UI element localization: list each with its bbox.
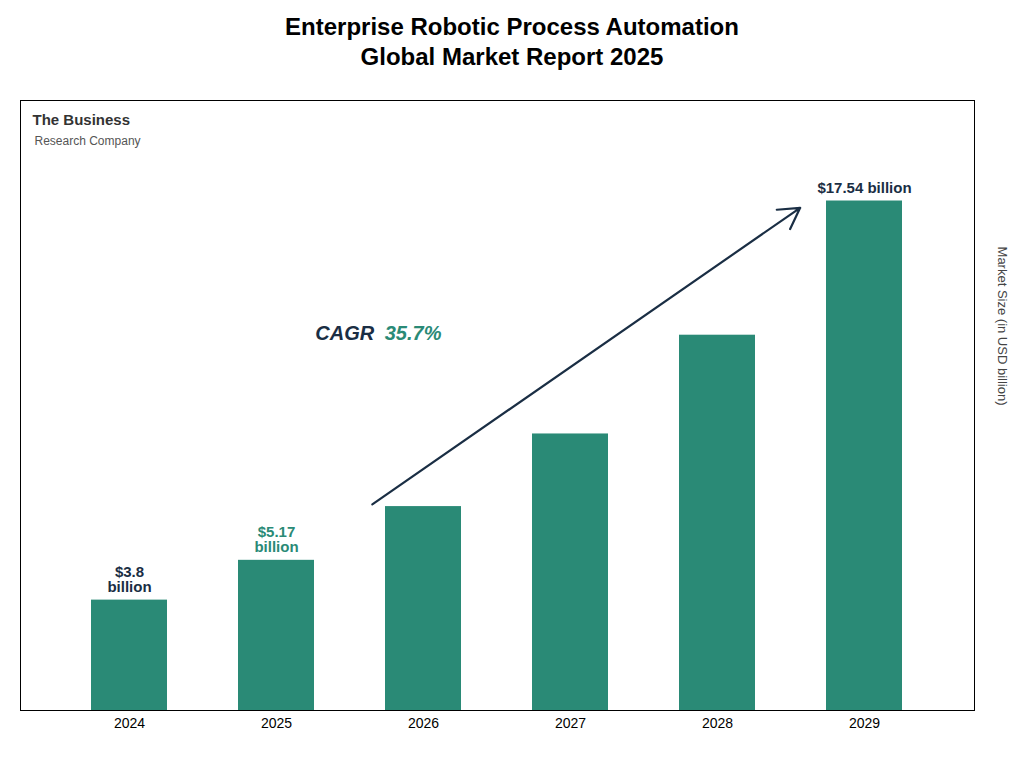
svg-text:$5.17billion: $5.17billion bbox=[254, 523, 298, 555]
svg-text:CAGR: CAGR bbox=[315, 322, 379, 344]
svg-text:35.7%: 35.7% bbox=[385, 322, 442, 344]
svg-text:The Business: The Business bbox=[33, 111, 131, 128]
svg-text:$3.8billion: $3.8billion bbox=[107, 563, 151, 595]
svg-text:2029: 2029 bbox=[849, 715, 880, 731]
svg-text:2025: 2025 bbox=[261, 715, 292, 731]
svg-text:2024: 2024 bbox=[114, 715, 145, 731]
svg-text:Market Size (in USD billion): Market Size (in USD billion) bbox=[995, 247, 1010, 406]
svg-text:Research Company: Research Company bbox=[35, 134, 141, 148]
svg-text:2027: 2027 bbox=[555, 715, 586, 731]
html-text:Enterprise Robotic Process Aut: Enterprise Robotic Process Automation Gl… bbox=[285, 13, 739, 70]
svg-text:2026: 2026 bbox=[408, 715, 439, 731]
svg-text:$17.54 billion: $17.54 billion bbox=[817, 179, 911, 196]
svg-text:2028: 2028 bbox=[702, 715, 733, 731]
